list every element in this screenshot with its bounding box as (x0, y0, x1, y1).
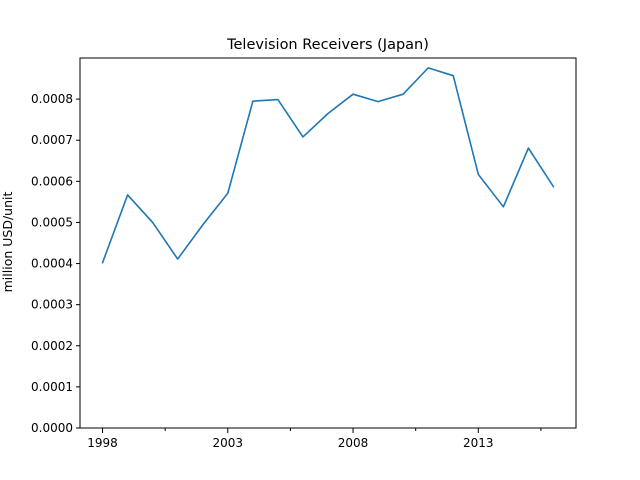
x-tick-label: 2008 (338, 436, 369, 450)
series-layer (101, 67, 555, 264)
y-tick-label: 0.0003 (31, 298, 73, 312)
y-tick-label: 0.0006 (31, 174, 73, 188)
x-tick-label: 2003 (213, 436, 244, 450)
x-tick-label: 1998 (87, 436, 118, 450)
x-tick-label: 2013 (463, 436, 494, 450)
y-tick-label: 0.0008 (31, 92, 73, 106)
x-axis: 1998 2003 2008 2013 (87, 428, 542, 450)
y-axis-label: million USD/unit (0, 192, 15, 293)
y-tick-label: 0.0004 (31, 257, 73, 271)
y-tick-label: 0.0002 (31, 339, 73, 353)
y-tick-label: 0.0000 (31, 421, 73, 435)
plot-frame (79, 57, 577, 429)
y-tick-label: 0.0001 (31, 380, 73, 394)
y-axis: 0.0000 0.0001 0.0002 0.0003 0.0004 0.0005 0.00… (31, 92, 80, 435)
chart-title: Television Receivers (Japan) (226, 37, 429, 53)
y-tick-label: 0.0007 (31, 133, 73, 147)
y-tick-label: 0.0005 (31, 215, 73, 229)
series-line (101, 67, 555, 264)
